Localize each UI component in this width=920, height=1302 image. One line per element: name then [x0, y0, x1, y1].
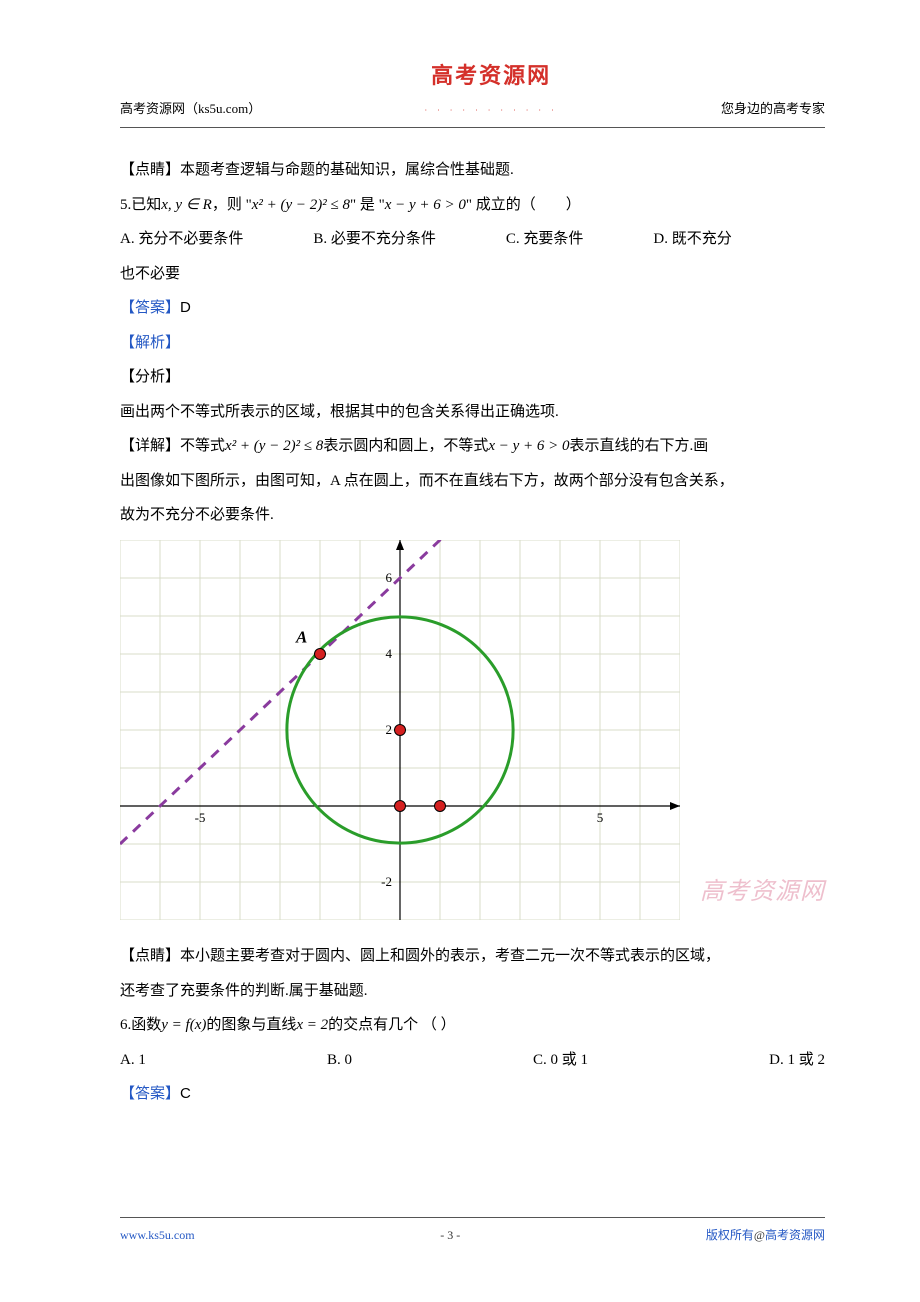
footer-right-prefix: 版权所有 — [706, 1228, 754, 1242]
q5-fenxi-text: 画出两个不等式所表示的区域，根据其中的包含关系得出正确选项. — [120, 398, 825, 427]
q4-hint: 【点睛】本题考查逻辑与命题的基础知识，属综合性基础题. — [120, 156, 825, 185]
q6-options: A. 1 B. 0 C. 0 或 1 D. 1 或 2 — [120, 1046, 825, 1075]
q6-optB: B. 0 — [327, 1046, 352, 1075]
header-left: 高考资源网（ks5u.com） — [120, 97, 261, 122]
page-footer: www.ks5u.com - 3 - 版权所有@高考资源网 — [120, 1217, 825, 1247]
q5-expr2: x − y + 6 > 0 — [385, 197, 466, 213]
header-right: 您身边的高考专家 — [721, 97, 825, 122]
footer-center: - 3 - — [440, 1224, 460, 1247]
q5-suffix: " 成立的（ ） — [466, 197, 581, 213]
q5-detail2: 出图像如下图所示，由图可知，A 点在圆上，而不在直线右下方，故两个部分没有包含关… — [120, 467, 825, 496]
q5-optC: C. 充要条件 — [506, 225, 584, 254]
d1p2: 表示圆内和圆上，不等式 — [323, 438, 488, 454]
q6e1: y = f(x) — [161, 1017, 206, 1033]
svg-text:5: 5 — [597, 810, 604, 825]
svg-text:A: A — [295, 628, 307, 647]
q5-fenxi: 【分析】 — [120, 363, 825, 392]
svg-text:6: 6 — [386, 570, 393, 585]
svg-text:2: 2 — [386, 722, 393, 737]
header-title: 高考资源网 — [431, 63, 551, 88]
q6p3: 的交点有几个 （ ） — [328, 1017, 456, 1033]
q5-stem: 5.已知x, y ∈ R，则 "x² + (y − 2)² ≤ 8" 是 "x … — [120, 191, 825, 220]
content: 【点睛】本题考查逻辑与命题的基础知识，属综合性基础题. 5.已知x, y ∈ R… — [120, 156, 825, 1109]
q5-optB: B. 必要不充分条件 — [313, 225, 436, 254]
answer-label: 【答案】 — [120, 300, 180, 316]
footer-left: www.ks5u.com — [120, 1224, 195, 1247]
q5-hint: 【点睛】本小题主要考查对于圆内、圆上和圆外的表示，考查二元一次不等式表示的区域， — [120, 942, 825, 971]
d1e2: x − y + 6 > 0 — [488, 438, 569, 454]
d1p3: 表示直线的右下方.画 — [570, 438, 709, 454]
q6-optD: D. 1 或 2 — [769, 1046, 825, 1075]
footer-right-at: @ — [754, 1228, 765, 1242]
q6-stem: 6.函数y = f(x)的图象与直线x = 2的交点有几个 （ ） — [120, 1011, 825, 1040]
q6-optC: C. 0 或 1 — [533, 1046, 588, 1075]
q6-answer-value: C — [180, 1085, 191, 1102]
detail-label: 【详解】 — [120, 438, 180, 454]
q5-optD: D. 既不充分 — [653, 225, 731, 254]
watermark: 高考资源网 — [700, 870, 825, 916]
q5-jiexi: 【解析】 — [120, 329, 825, 358]
q5-detail3: 故为不充分不必要条件. — [120, 501, 825, 530]
footer-right: 版权所有@高考资源网 — [706, 1224, 825, 1247]
q6p1: 6.函数 — [120, 1017, 161, 1033]
footer-right-suffix: 高考资源网 — [765, 1228, 825, 1242]
svg-text:-5: -5 — [195, 810, 206, 825]
q6-answer-label: 【答案】 — [120, 1086, 180, 1102]
q5-mid2: " 是 " — [350, 197, 385, 213]
header-center-wrap: 高考资源网 · · · · · · · · · · · — [261, 55, 721, 121]
svg-text:4: 4 — [386, 646, 393, 661]
q5-detail1: 【详解】不等式x² + (y − 2)² ≤ 8表示圆内和圆上，不等式x − y… — [120, 432, 825, 461]
q5-hint2: 还考查了充要条件的判断.属于基础题. — [120, 977, 825, 1006]
d1e1: x² + (y − 2)² ≤ 8 — [225, 438, 323, 454]
q6-answer: 【答案】C — [120, 1080, 825, 1109]
q6p2: 的图象与直线 — [206, 1017, 296, 1033]
svg-text:-2: -2 — [381, 874, 392, 889]
q5-stem-prefix: 5.已知 — [120, 197, 161, 213]
q5-cond: x, y ∈ R — [161, 197, 212, 213]
q5-mid1: ，则 " — [212, 197, 252, 213]
header-dots: · · · · · · · · · · · — [424, 106, 557, 115]
q5-answer: 【答案】D — [120, 294, 825, 323]
d1p1: 不等式 — [180, 438, 225, 454]
q5-answer-value: D — [180, 299, 191, 316]
q6-optA: A. 1 — [120, 1046, 146, 1075]
q6e2: x = 2 — [296, 1017, 328, 1033]
chart-svg: -5 5 -2 2 4 6 A — [120, 540, 680, 920]
q5-optA: A. 充分不必要条件 — [120, 225, 243, 254]
q5-optD-cont: 也不必要 — [120, 260, 825, 289]
page-header: 高考资源网（ks5u.com） 高考资源网 · · · · · · · · · … — [120, 55, 825, 128]
q5-options: A. 充分不必要条件 B. 必要不充分条件 C. 充要条件 D. 既不充分 — [120, 225, 825, 254]
q5-expr1: x² + (y − 2)² ≤ 8 — [252, 197, 350, 213]
